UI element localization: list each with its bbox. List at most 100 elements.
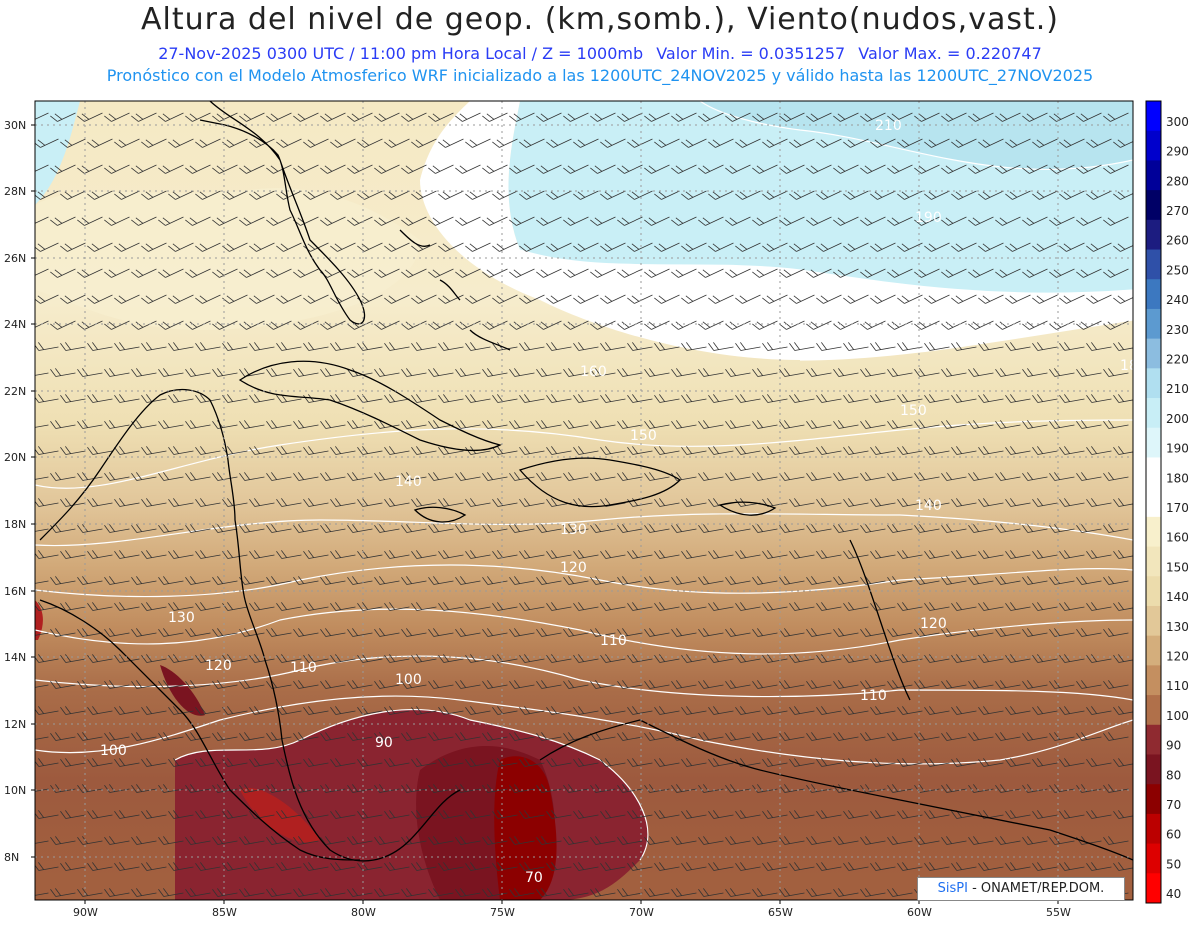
- colorbar-label: 130: [1166, 620, 1189, 634]
- lon-label: 85W: [212, 906, 237, 919]
- colorbar-swatch: [1146, 695, 1161, 726]
- contour-label: 120: [920, 616, 947, 632]
- contour-label: 90: [375, 735, 393, 751]
- colorbar-label: 210: [1166, 382, 1189, 396]
- colorbar-label: 280: [1166, 174, 1189, 188]
- colorbar-swatch: [1146, 279, 1161, 310]
- colorbar-label: 300: [1166, 115, 1189, 129]
- colorbar-swatch: [1146, 576, 1161, 607]
- colorbar-swatch: [1146, 813, 1161, 845]
- colorbar-swatch: [1146, 308, 1161, 340]
- colorbar-swatch: [1146, 338, 1161, 369]
- colorbar-swatch: [1146, 130, 1161, 161]
- colorbar-label: 200: [1166, 412, 1189, 426]
- lon-label: 60W: [907, 906, 932, 919]
- contour-label: 130: [168, 610, 195, 626]
- colorbar-swatch: [1146, 784, 1161, 815]
- graticule: [35, 101, 1133, 900]
- colorbar: 300 290 280 270 260 250 240 230 220 210 200 190 180 1…: [1145, 100, 1189, 904]
- colorbar-swatch: [1146, 249, 1161, 280]
- colorbar-swatch: [1146, 635, 1161, 666]
- colorbar-label: 150: [1166, 560, 1189, 574]
- lat-label: 24N: [4, 318, 26, 331]
- colorbar-swatch: [1146, 546, 1161, 577]
- contour-label: 100: [100, 743, 127, 759]
- colorbar-label: 230: [1166, 323, 1189, 337]
- latitude-labels: 30N 28N 26N 24N 22N 20N 18N 16N 14N 12N 10N 8N: [4, 119, 35, 864]
- colorbar-swatch: [1146, 160, 1161, 191]
- contour-label: 210: [875, 118, 902, 134]
- colorbar-swatch: [1146, 605, 1161, 637]
- colorbar-swatch: [1146, 457, 1161, 488]
- colorbar-label: 70: [1166, 798, 1181, 812]
- colorbar-swatch: [1146, 516, 1161, 548]
- colorbar-label: 110: [1166, 679, 1189, 693]
- colorbar-swatch: [1146, 101, 1161, 132]
- colorbar-swatch: [1146, 487, 1161, 518]
- coastlines: [39, 101, 1133, 862]
- lat-label: 30N: [4, 119, 26, 132]
- contour-lines: [35, 101, 1133, 861]
- colorbar-label: 50: [1166, 857, 1181, 871]
- colorbar-swatch: [1146, 665, 1161, 696]
- colorbar-swatch: [1146, 190, 1161, 221]
- colorbar-swatch: [1146, 398, 1161, 429]
- sispi-logo: SisPI: [937, 881, 968, 896]
- contour-label: 150: [900, 403, 927, 419]
- chart-title: Altura del nivel de geop. (km,somb.), Vi…: [141, 2, 1059, 37]
- contour-label: 70: [525, 870, 543, 886]
- lon-label: 75W: [490, 906, 515, 919]
- colorbar-label: 90: [1166, 739, 1181, 753]
- colorbar-swatch: [1146, 873, 1161, 904]
- contour-label: 100: [395, 672, 422, 688]
- colorbar-label: 190: [1166, 442, 1189, 456]
- lat-label: 28N: [4, 185, 26, 198]
- colorbar-label: 120: [1166, 650, 1189, 664]
- lat-label: 18N: [4, 518, 26, 531]
- lat-label: 22N: [4, 385, 26, 398]
- colorbar-swatch: [1146, 754, 1161, 785]
- model-info: Pronóstico con el Modelo Atmosferico WRF…: [106, 66, 1094, 85]
- contour-label: 120: [560, 560, 587, 576]
- contour-label: 140: [395, 474, 422, 490]
- longitude-labels: 90W 85W 80W 75W 70W 65W 60W 55W: [73, 900, 1071, 919]
- lat-label: 20N: [4, 451, 26, 464]
- lat-label: 26N: [4, 252, 26, 265]
- colorbar-label: 240: [1166, 293, 1189, 307]
- shaded-field: [35, 101, 1133, 900]
- contour-label: 190: [915, 210, 942, 226]
- valid-time: 27-Nov-2025 0300 UTC / 11:00 pm Hora Loc…: [158, 44, 644, 63]
- colorbar-swatch: [1146, 219, 1161, 251]
- colorbar-label: 220: [1166, 352, 1189, 366]
- contour-label: 120: [205, 658, 232, 674]
- contour-label: 140: [915, 498, 942, 514]
- lon-label: 55W: [1046, 906, 1071, 919]
- colorbar-label: 140: [1166, 590, 1189, 604]
- lon-label: 80W: [351, 906, 376, 919]
- lon-label: 90W: [73, 906, 98, 919]
- colorbar-swatch: [1146, 427, 1161, 458]
- colorbar-label: 290: [1166, 145, 1189, 159]
- credit-box: SisPI - ONAMET/REP.DOM.: [917, 877, 1125, 901]
- contour-label: 130: [560, 522, 587, 538]
- contour-label: 110: [600, 633, 627, 649]
- contour-label: 110: [860, 688, 887, 704]
- lon-label: 70W: [629, 906, 654, 919]
- lat-label: 12N: [4, 718, 26, 731]
- colorbar-label: 160: [1166, 531, 1189, 545]
- min-value: Valor Min. = 0.0351257: [656, 44, 846, 63]
- colorbar-label: 180: [1166, 471, 1189, 485]
- colorbar-label: 270: [1166, 204, 1189, 218]
- contour-label: 150: [630, 428, 657, 444]
- colorbar-label: 100: [1166, 709, 1189, 723]
- colorbar-label: 60: [1166, 828, 1181, 842]
- colorbar-swatch: [1146, 843, 1161, 874]
- colorbar-label: 250: [1166, 263, 1189, 277]
- wind-barbs: [35, 112, 1133, 897]
- colorbar-swatch: [1146, 368, 1161, 399]
- lat-label: 10N: [4, 784, 26, 797]
- map-frame: [34, 100, 1134, 901]
- lat-label: 16N: [4, 585, 26, 598]
- subtitle-valid-time: 27-Nov-2025 0300 UTC / 11:00 pm Hora Loc…: [0, 44, 1200, 63]
